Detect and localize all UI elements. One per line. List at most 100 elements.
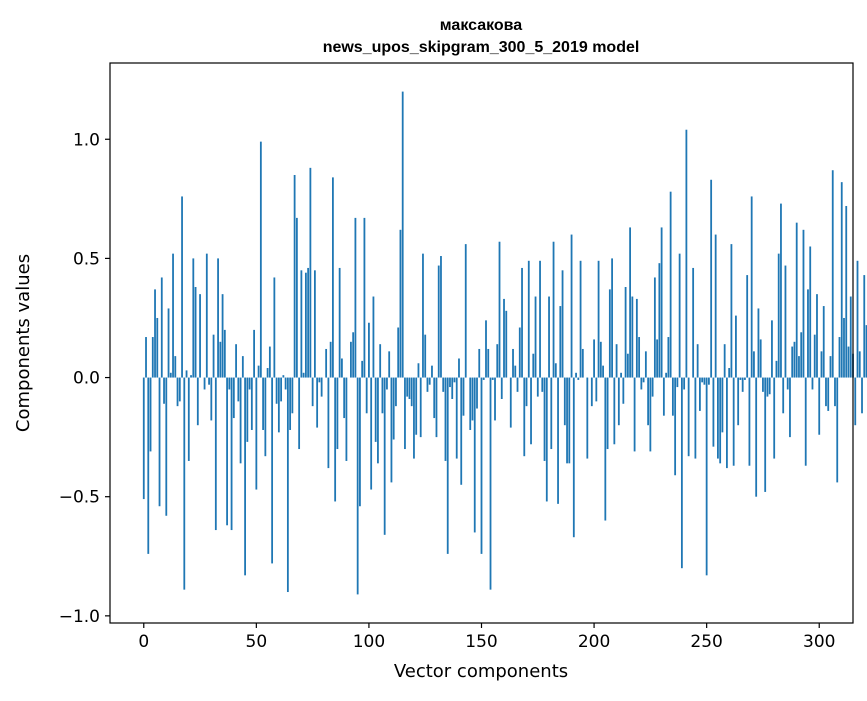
- bar-193: [577, 378, 579, 380]
- bar-209: [613, 378, 615, 445]
- bar-242: [688, 378, 690, 457]
- bar-129: [433, 378, 435, 419]
- bar-72: [305, 273, 307, 378]
- bar-49: [253, 330, 255, 378]
- bar-89: [343, 378, 345, 419]
- bar-77: [316, 378, 318, 428]
- x-tick-label-150: 150: [465, 632, 497, 652]
- chart-subtitle: news_upos_skipgram_300_5_2019 model: [323, 39, 640, 56]
- bar-81: [325, 349, 327, 378]
- bar-98: [364, 218, 366, 378]
- bar-268: [746, 275, 748, 377]
- bar-256: [719, 378, 721, 464]
- bar-294: [805, 378, 807, 466]
- bar-93: [352, 332, 354, 377]
- bar-112: [395, 378, 397, 407]
- bar-86: [337, 378, 339, 449]
- bar-17: [181, 196, 183, 377]
- y-tick-label-4: 1.0: [73, 130, 100, 150]
- bar-52: [260, 142, 262, 378]
- bar-274: [760, 339, 762, 377]
- x-tick-label-250: 250: [690, 632, 722, 652]
- bar-292: [800, 332, 802, 377]
- bar-99: [366, 378, 368, 414]
- bar-169: [523, 378, 525, 457]
- bar-156: [494, 378, 496, 421]
- bar-83: [330, 342, 332, 378]
- bar-96: [359, 378, 361, 507]
- bar-141: [460, 378, 462, 485]
- bar-54: [264, 378, 266, 457]
- bar-35: [222, 294, 224, 377]
- bar-262: [733, 378, 735, 466]
- bar-32: [215, 378, 217, 531]
- bar-42: [237, 378, 239, 402]
- bar-132: [440, 256, 442, 378]
- bar-308: [836, 378, 838, 483]
- bar-248: [701, 378, 703, 383]
- bar-177: [541, 378, 543, 392]
- bar-12: [170, 373, 172, 378]
- bar-114: [400, 230, 402, 378]
- bar-320: [863, 275, 865, 377]
- bar-43: [240, 378, 242, 464]
- bar-45: [244, 378, 246, 576]
- bar-25: [199, 294, 201, 377]
- bar-20: [188, 378, 190, 461]
- bar-109: [388, 351, 390, 377]
- bar-260: [728, 368, 730, 378]
- bar-235: [672, 378, 674, 416]
- bar-211: [618, 378, 620, 426]
- bar-226: [652, 378, 654, 397]
- bar-154: [490, 378, 492, 590]
- bar-110: [391, 378, 393, 483]
- bar-10: [165, 378, 167, 516]
- bar-251: [708, 378, 710, 385]
- bar-276: [764, 378, 766, 492]
- bar-145: [469, 378, 471, 430]
- bar-190: [571, 235, 573, 378]
- bar-283: [780, 204, 782, 378]
- bar-159: [501, 378, 503, 399]
- bar-303: [825, 378, 827, 407]
- bar-103: [375, 378, 377, 442]
- bar-290: [796, 223, 798, 378]
- bar-102: [373, 297, 375, 378]
- bar-249: [704, 378, 706, 385]
- bar-261: [731, 244, 733, 377]
- bar-78: [318, 378, 320, 383]
- bar-195: [582, 349, 584, 378]
- bar-293: [803, 230, 805, 378]
- bar-244: [692, 268, 694, 378]
- bar-213: [622, 378, 624, 404]
- bar-237: [676, 378, 678, 388]
- bar-38: [228, 378, 230, 390]
- bar-13: [172, 254, 174, 378]
- bar-192: [575, 373, 577, 378]
- bar-82: [328, 378, 330, 469]
- bar-137: [451, 378, 453, 399]
- bar-124: [422, 254, 424, 378]
- bar-295: [807, 289, 809, 377]
- bar-267: [744, 378, 746, 380]
- bar-282: [778, 254, 780, 378]
- bar-313: [848, 347, 850, 378]
- bar-232: [665, 373, 667, 378]
- bar-197: [586, 378, 588, 459]
- bar-270: [751, 196, 753, 377]
- bar-68: [296, 218, 298, 378]
- bar-152: [485, 320, 487, 377]
- bar-18: [183, 378, 185, 590]
- bar-264: [737, 378, 739, 426]
- bar-314: [850, 297, 852, 378]
- bar-219: [636, 299, 638, 378]
- bar-291: [798, 356, 800, 377]
- bar-143: [465, 244, 467, 377]
- bar-240: [683, 378, 685, 390]
- bar-173: [532, 354, 534, 378]
- y-axis-label: Components values: [13, 254, 34, 432]
- bar-305: [830, 356, 832, 377]
- x-tick-label-200: 200: [578, 632, 610, 652]
- bar-164: [512, 349, 514, 378]
